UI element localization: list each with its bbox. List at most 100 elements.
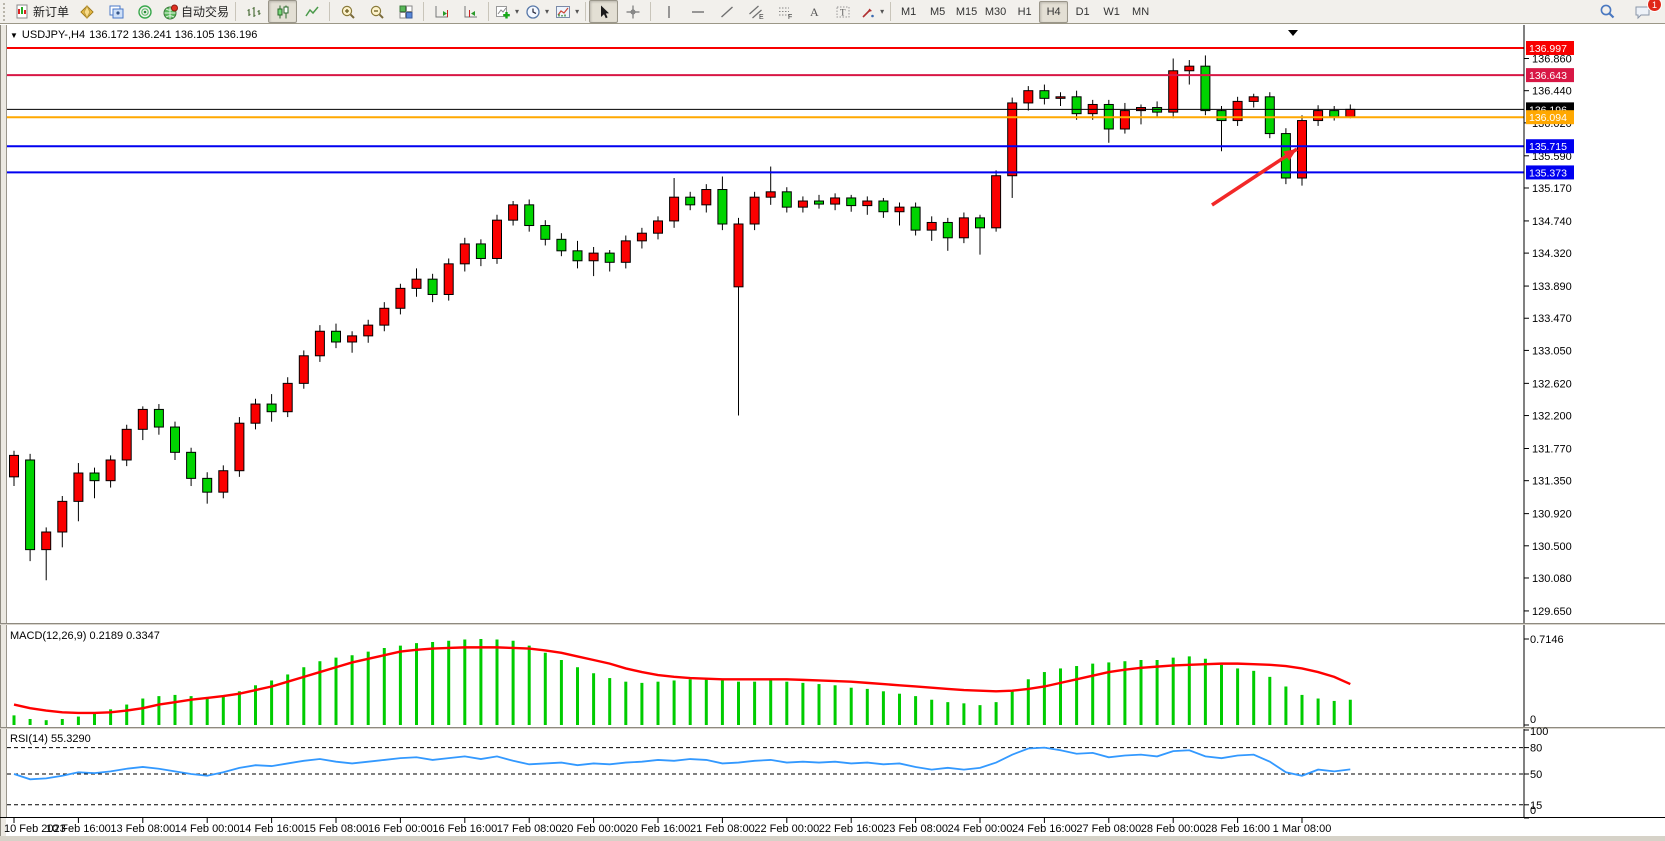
chart-shift-button[interactable] (456, 0, 485, 23)
price-badge-label: 135.373 (1529, 167, 1567, 179)
separator-macd-rsi (0, 728, 1665, 729)
price-tick-label: 134.320 (1532, 248, 1572, 260)
date-label: 28 Feb 00:00 (1141, 823, 1206, 835)
toolbar-separator (890, 2, 892, 21)
timeframe-button-MN[interactable]: MN (1132, 5, 1150, 18)
date-label: 16 Feb 00:00 (368, 823, 433, 835)
rsi-panel: 100 80 50 150 (7, 726, 1548, 819)
subwindow-collapse-arrow[interactable] (1288, 30, 1298, 36)
periods-dropdown-caret[interactable]: ▾ (545, 7, 550, 16)
bull-candle (669, 196, 680, 222)
new-order-button[interactable]: 新订单 (12, 0, 72, 23)
bull-candle (749, 196, 760, 225)
date-label: 10 Feb 16:00 (46, 823, 111, 835)
cursor-button[interactable] (589, 0, 619, 23)
crosshair-button[interactable] (618, 0, 647, 23)
search-button[interactable] (1593, 0, 1622, 23)
date-label: 24 Feb 16:00 (1012, 823, 1077, 835)
equidistant-channel-button[interactable]: E (741, 0, 770, 23)
bull-candle (411, 278, 422, 289)
arrow-line[interactable] (1211, 147, 1298, 207)
tile-windows-button[interactable] (391, 0, 420, 23)
bear-candle (1329, 110, 1340, 118)
chart-window: 136.860136.440136.020135.590135.170134.7… (0, 25, 1665, 841)
text-button[interactable]: A (799, 0, 828, 23)
bull-candle (314, 330, 325, 357)
indicators-dropdown-caret[interactable]: ▾ (515, 7, 520, 16)
separator-main-macd[interactable] (0, 623, 1665, 624)
candlestick-series (9, 55, 1356, 581)
indicators-button[interactable]: ▾ (492, 0, 522, 23)
svg-text:E: E (759, 14, 764, 20)
sonar-button[interactable] (130, 0, 159, 23)
timeframe-button-M5[interactable]: M5 (929, 5, 946, 18)
price-line-badges: 136.997136.643136.196136.094135.715135.3… (1526, 41, 1574, 180)
bear-candle (781, 191, 792, 208)
timeframe-button-M1[interactable]: M1 (900, 5, 917, 18)
toolbar-separator (235, 2, 237, 21)
gem-button[interactable] (72, 0, 101, 23)
trendline-button[interactable] (712, 0, 741, 23)
bull-candle (363, 324, 374, 337)
bull-candle (701, 189, 712, 206)
bear-candle (1200, 65, 1211, 112)
bear-candle (427, 278, 438, 295)
zoom-out-button[interactable] (362, 0, 391, 23)
arrows-icon (862, 8, 874, 18)
timeframe-button-W1[interactable]: W1 (1103, 5, 1120, 18)
timeframe-button-M15[interactable]: M15 (955, 5, 978, 18)
bull-candle (379, 307, 390, 326)
price-badge (1526, 165, 1574, 180)
bear-candle (186, 451, 197, 479)
bear-candle (89, 472, 100, 482)
bull-candle (282, 382, 293, 413)
market-watch-button[interactable] (101, 0, 130, 23)
bull-candle (234, 422, 245, 472)
chart-canvas[interactable]: 136.860136.440136.020135.590135.170134.7… (0, 25, 1665, 841)
trendline-icon (720, 5, 733, 18)
window-frame-left-outer (0, 25, 1, 841)
line-chart-button[interactable] (297, 0, 326, 23)
timeframe-group: M1 M5 M15 M30 H1 H4 D1 W1 MN (894, 0, 1155, 23)
text-label-button[interactable]: T (828, 0, 857, 23)
arrows-dropdown-caret[interactable]: ▾ (880, 7, 885, 16)
bull-candle (41, 531, 52, 551)
horizontal-line-button[interactable] (683, 0, 712, 23)
bull-candle (1184, 65, 1195, 72)
trend-arrow-annotation[interactable] (1211, 147, 1298, 207)
zoom-in-button[interactable] (333, 0, 362, 23)
vertical-line-icon (667, 5, 670, 18)
rsi-line (13, 746, 1351, 781)
bear-candle (25, 459, 36, 551)
templates-button[interactable]: ▾ (552, 0, 582, 23)
equidistant-channel-icon: E (748, 5, 764, 20)
candlestick-chart-button[interactable] (268, 0, 298, 23)
toolbar-separator (329, 2, 331, 21)
timeframe-button-H1[interactable]: H1 (1017, 5, 1032, 18)
auto-scroll-button[interactable] (427, 0, 456, 23)
vertical-line-button[interactable] (654, 0, 683, 23)
date-label: 21 Feb 08:00 (690, 823, 755, 835)
arrows-button[interactable]: ▾ (857, 0, 887, 23)
periods-button[interactable]: ▾ (522, 0, 552, 23)
chat-button[interactable]: 1 (1628, 0, 1662, 23)
fibonacci-button[interactable]: F (770, 0, 799, 23)
timeframe-button-H4[interactable]: H4 (1039, 0, 1069, 23)
bull-candle (1232, 100, 1243, 122)
bull-candle (1023, 90, 1034, 104)
chart-menu-icon[interactable]: ▼ (10, 30, 18, 40)
timeframe-button-M30[interactable]: M30 (984, 5, 1007, 18)
bull-candle (298, 355, 309, 384)
bull-candle (137, 408, 148, 430)
templates-dropdown-caret[interactable]: ▾ (575, 7, 580, 16)
separator-macd-rsi[interactable] (0, 727, 1665, 728)
svg-text:F: F (788, 14, 792, 20)
auto-trading-icon (163, 4, 179, 19)
price-tick-label: 135.590 (1532, 151, 1572, 163)
price-axis-ticks: 136.860136.440136.020135.590135.170134.7… (1524, 53, 1572, 618)
timeframe-button-D1[interactable]: D1 (1075, 5, 1090, 18)
auto-trading-button[interactable]: 自动交易 (159, 0, 232, 23)
bar-chart-button[interactable] (239, 0, 268, 23)
